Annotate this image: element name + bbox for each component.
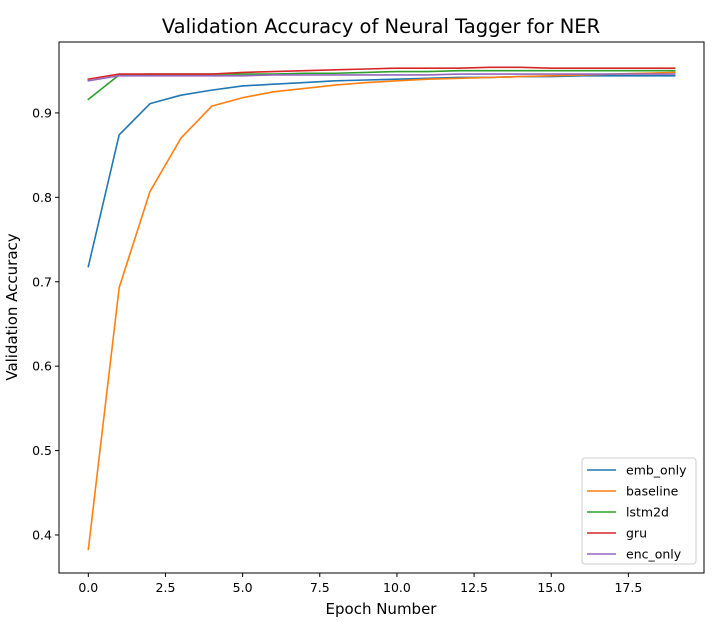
series-line-baseline [87, 71, 676, 551]
legend-box [581, 457, 697, 565]
chart-title: Validation Accuracy of Neural Tagger for… [162, 15, 600, 38]
x-tick-label: 0.0 [78, 580, 98, 595]
x-tick-label: 17.5 [614, 580, 642, 595]
legend-label: enc_only [626, 547, 682, 562]
series-line-gru [87, 66, 676, 81]
plot-lines [87, 66, 676, 551]
y-tick-label: 0.7 [32, 274, 52, 289]
x-axis-title: Epoch Number [326, 600, 438, 618]
legend-label: emb_only [626, 463, 687, 478]
series-line-emb-only [87, 74, 676, 268]
y-tick-label: 0.9 [32, 105, 52, 120]
plot-frame [58, 41, 705, 574]
y-axis-title: Validation Accuracy [3, 233, 21, 380]
x-tick-label: 15.0 [537, 580, 565, 595]
legend-label: lstm2d [626, 505, 669, 520]
series-line-enc-only [87, 73, 676, 82]
y-tick-label: 0.4 [32, 528, 52, 543]
legend: emb_only baseline lstm2d gru enc_only [581, 457, 697, 565]
x-tick-label: 5.0 [233, 580, 253, 595]
x-axis: 0.0 2.5 5.0 7.5 10.0 12.5 15.0 17.5 [78, 573, 642, 595]
legend-label: gru [626, 526, 647, 541]
x-tick-label: 10.0 [383, 580, 411, 595]
y-tick-label: 0.8 [32, 190, 52, 205]
y-axis: 0.4 0.5 0.6 0.7 0.8 0.9 [32, 105, 59, 543]
y-tick-label: 0.5 [32, 443, 52, 458]
legend-label: baseline [626, 484, 679, 499]
y-tick-label: 0.6 [32, 359, 52, 374]
x-tick-label: 7.5 [310, 580, 330, 595]
x-tick-label: 12.5 [460, 580, 488, 595]
x-tick-label: 2.5 [156, 580, 176, 595]
